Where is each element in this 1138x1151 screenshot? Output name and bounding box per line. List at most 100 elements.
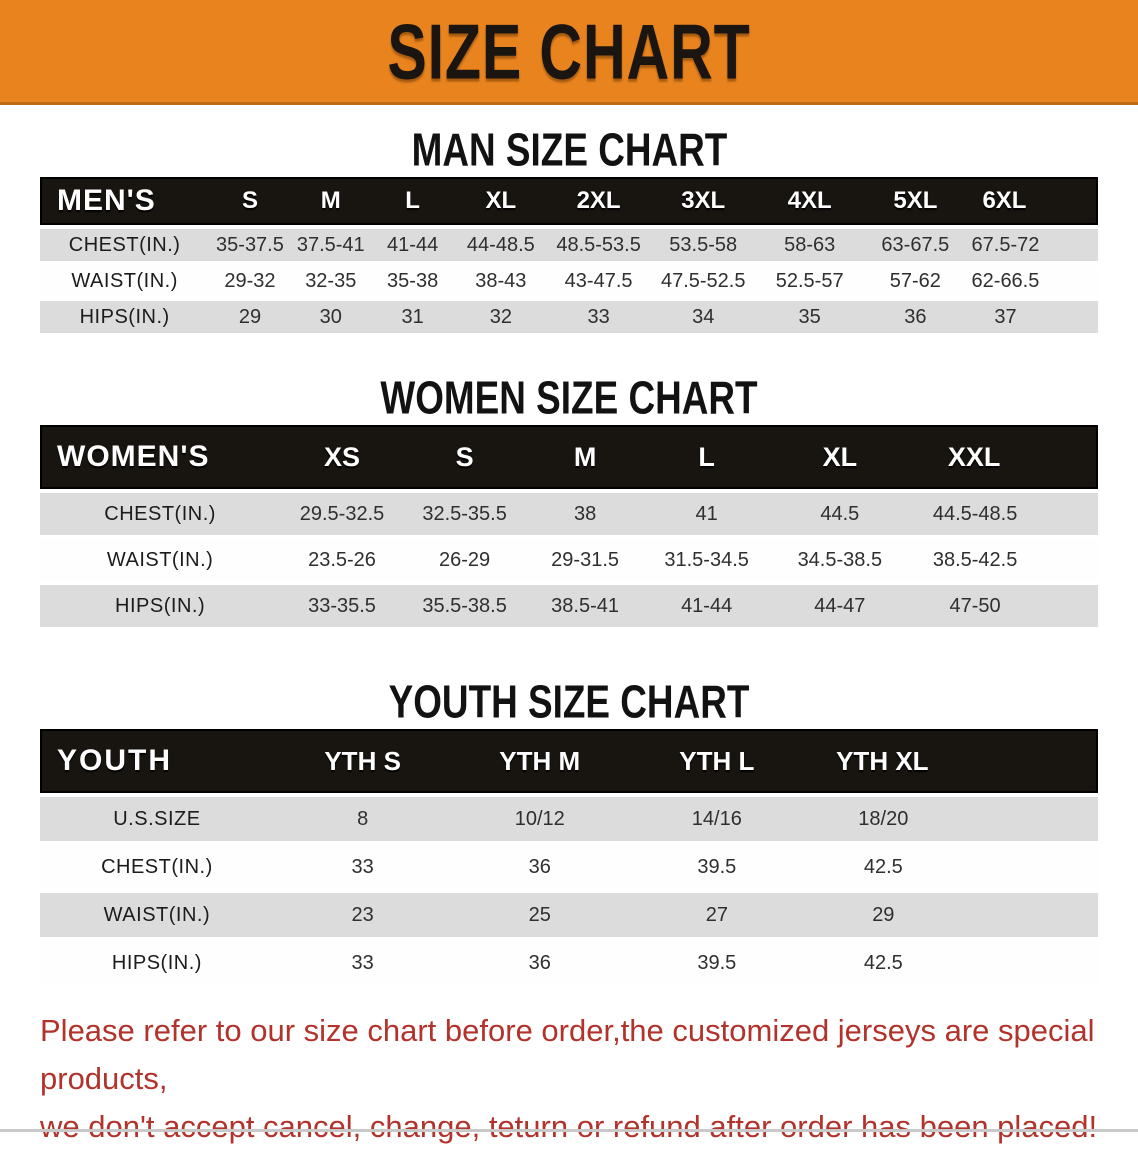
measurement-value-cell: 34 (649, 301, 757, 333)
measurement-value-cell: 33 (273, 845, 452, 889)
size-column-header: YTH L (628, 729, 806, 793)
measurement-value-cell: 44-48.5 (454, 229, 548, 261)
size-column-header: M (290, 177, 371, 225)
size-column-header: L (370, 177, 455, 225)
measurement-value-cell: 34.5-38.5 (768, 539, 912, 581)
measurement-value-cell: 48.5-53.5 (547, 229, 650, 261)
bottom-border-line (0, 1129, 1138, 1132)
measurement-value-cell: 41-44 (644, 585, 769, 627)
size-chart-banner: SIZE CHART (0, 0, 1138, 105)
measurement-value-cell: 10/12 (451, 797, 629, 841)
size-column-header: YTH S (273, 729, 452, 793)
row-label-cell: HIPS(IN.) (40, 301, 210, 333)
measurement-value-cell: 62-66.5 (967, 265, 1098, 297)
measurement-value-cell: 44-47 (768, 585, 912, 627)
measurement-value-cell: 38.5-42.5 (911, 539, 1098, 581)
table-title-cell: YOUTH (40, 729, 274, 793)
table-title-cell: MEN'S (40, 177, 210, 225)
men-size-table: MEN'S S M L XL 2XL 3XL 4XL 5XL 6XL CHEST(IN.) 35-37… (40, 173, 1098, 337)
women-size-table: WOMEN'S XS S M L XL XXL CHEST(IN.) 29.5-32.5 32.5… (40, 421, 1098, 631)
size-column-header: M (525, 425, 645, 489)
size-column-header: S (209, 177, 291, 225)
row-label-cell: WAIST(IN.) (40, 893, 274, 937)
measurement-value-cell: 52.5-57 (756, 265, 863, 297)
measurement-value-cell: 43-47.5 (547, 265, 650, 297)
table-title-cell: WOMEN'S (40, 425, 281, 489)
measurement-value-cell: 36 (862, 301, 968, 333)
women-size-chart-heading: WOMEN SIZE CHART (0, 374, 1138, 422)
size-column-header: XXL (911, 425, 1098, 489)
row-label-cell: CHEST(IN.) (40, 845, 274, 889)
measurement-value-cell: 35 (756, 301, 863, 333)
measurement-value-cell: 37 (967, 301, 1098, 333)
measurement-value-cell: 30 (290, 301, 371, 333)
size-column-header: YTH XL (805, 729, 1098, 793)
measurement-value-cell: 35-38 (370, 265, 455, 297)
measurement-value-cell: 38 (525, 493, 645, 535)
size-column-header: XS (280, 425, 404, 489)
measurement-value-cell: 47.5-52.5 (649, 265, 757, 297)
measurement-value-cell: 8 (273, 797, 452, 841)
disclaimer-line-1: Please refer to our size chart before or… (40, 1013, 1095, 1097)
measurement-value-cell: 25 (451, 893, 629, 937)
man-size-chart-heading-text: MAN SIZE CHART (411, 122, 727, 176)
measurement-value-cell: 29 (805, 893, 1098, 937)
measurement-row: CHEST(IN.) 29.5-32.5 32.5-35.5 38 41 44.5 44.5… (40, 493, 1098, 535)
size-column-header: 4XL (756, 177, 863, 225)
row-label-cell: WAIST(IN.) (40, 539, 281, 581)
measurement-value-cell: 31.5-34.5 (644, 539, 769, 581)
measurement-value-cell: 33-35.5 (280, 585, 404, 627)
measurement-row: CHEST(IN.) 35-37.5 37.5-41 41-44 44-48.5 48.5… (40, 229, 1098, 261)
measurement-value-cell: 35-37.5 (209, 229, 291, 261)
size-column-header: L (644, 425, 769, 489)
measurement-value-cell: 44.5-48.5 (911, 493, 1098, 535)
measurement-row: HIPS(IN.) 33 36 39.5 42.5 (40, 941, 1098, 985)
measurement-value-cell: 23.5-26 (280, 539, 404, 581)
row-label-cell: HIPS(IN.) (40, 941, 274, 985)
measurement-value-cell: 32 (454, 301, 548, 333)
row-label-cell: CHEST(IN.) (40, 229, 210, 261)
size-column-header: XL (454, 177, 548, 225)
measurement-value-cell: 41-44 (370, 229, 455, 261)
measurement-value-cell: 53.5-58 (649, 229, 757, 261)
measurement-row: CHEST(IN.) 33 36 39.5 42.5 (40, 845, 1098, 889)
size-table-header-row: WOMEN'S XS S M L XL XXL (40, 425, 1098, 489)
measurement-value-cell: 18/20 (805, 797, 1098, 841)
youth-size-chart-heading: YOUTH SIZE CHART (0, 674, 1138, 728)
measurement-value-cell: 63-67.5 (862, 229, 968, 261)
measurement-row: WAIST(IN.) 29-32 32-35 35-38 38-43 43-47.5 47.… (40, 265, 1098, 297)
measurement-value-cell: 32-35 (290, 265, 371, 297)
row-label-cell: U.S.SIZE (40, 797, 274, 841)
measurement-value-cell: 58-63 (756, 229, 863, 261)
measurement-row: U.S.SIZE 8 10/12 14/16 18/20 (40, 797, 1098, 841)
size-column-header: XL (768, 425, 912, 489)
row-label-cell: CHEST(IN.) (40, 493, 281, 535)
measurement-row: HIPS(IN.) 33-35.5 35.5-38.5 38.5-41 41-44 44-… (40, 585, 1098, 627)
measurement-value-cell: 32.5-35.5 (403, 493, 526, 535)
youth-size-chart-heading-text: YOUTH SIZE CHART (388, 674, 750, 728)
measurement-value-cell: 35.5-38.5 (403, 585, 526, 627)
measurement-row: WAIST(IN.) 23 25 27 29 (40, 893, 1098, 937)
size-column-header: 2XL (547, 177, 650, 225)
size-table-header-row: YOUTH YTH S YTH M YTH L YTH XL (40, 729, 1098, 793)
measurement-value-cell: 67.5-72 (967, 229, 1098, 261)
measurement-value-cell: 26-29 (403, 539, 526, 581)
youth-size-table: YOUTH YTH S YTH M YTH L YTH XL U.S.SIZE 8 10/12… (40, 725, 1098, 989)
size-column-header: S (403, 425, 526, 489)
measurement-value-cell: 38.5-41 (525, 585, 645, 627)
measurement-value-cell: 29 (209, 301, 291, 333)
measurement-value-cell: 39.5 (628, 845, 806, 889)
measurement-value-cell: 14/16 (628, 797, 806, 841)
size-column-header: 6XL (967, 177, 1098, 225)
measurement-value-cell: 44.5 (768, 493, 912, 535)
measurement-value-cell: 57-62 (862, 265, 968, 297)
measurement-value-cell: 23 (273, 893, 452, 937)
measurement-value-cell: 38-43 (454, 265, 548, 297)
measurement-value-cell: 27 (628, 893, 806, 937)
size-table-header-row: MEN'S S M L XL 2XL 3XL 4XL 5XL 6XL (40, 177, 1098, 225)
row-label-cell: HIPS(IN.) (40, 585, 281, 627)
measurement-value-cell: 37.5-41 (290, 229, 371, 261)
size-column-header: 5XL (862, 177, 968, 225)
size-column-header: 3XL (649, 177, 757, 225)
